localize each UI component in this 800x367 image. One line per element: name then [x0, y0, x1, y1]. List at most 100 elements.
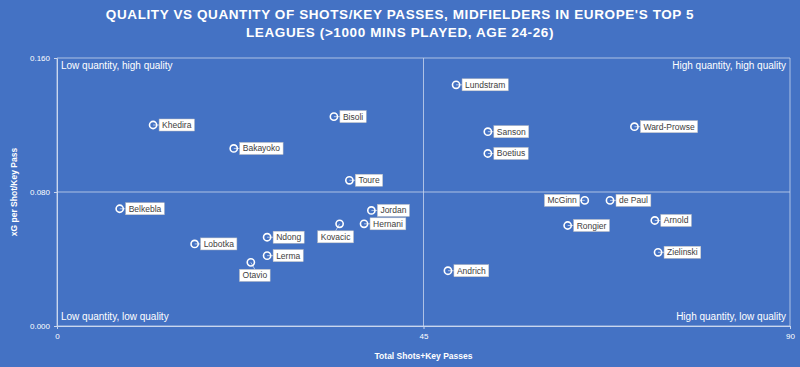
label-box [544, 194, 579, 206]
tick-label: 90 [786, 332, 795, 341]
label-box [126, 203, 165, 215]
leader-line [488, 153, 494, 154]
data-label: Otavio [240, 262, 271, 281]
data-label: Lobotka [195, 238, 237, 250]
data-label: Sanson [488, 126, 529, 138]
data-label: Toure [349, 174, 382, 186]
tick-mark [54, 192, 57, 193]
data-label: Jordan [371, 204, 409, 216]
data-label: de Paul [610, 194, 651, 206]
label-box [640, 121, 697, 133]
tick-mark [424, 326, 425, 329]
label-text: Lerma [276, 251, 300, 261]
label-text: McGinn [547, 195, 577, 205]
label-text: Bakayoko [243, 143, 281, 153]
data-label: Zielinski [658, 246, 701, 258]
leader-line [364, 223, 370, 224]
label-text: Arnold [664, 215, 689, 225]
label-box [616, 194, 651, 206]
leader-line [349, 180, 355, 181]
tick-label: 0.000 [30, 322, 51, 331]
tick-label: 0 [55, 332, 60, 341]
label-text: Toure [358, 175, 380, 185]
data-label: Lerma [267, 250, 303, 262]
label-box [273, 231, 304, 243]
leader-line [120, 208, 126, 209]
tick-label: 45 [420, 332, 429, 341]
title-line: LEAGUES (>1000 MINS PLAYED, AGE 24-26) [246, 25, 554, 40]
leader-line [448, 270, 454, 271]
annotation: High quantity, high quality [672, 60, 786, 71]
label-text: Khedira [162, 120, 192, 130]
point [247, 259, 254, 266]
leader-line [580, 200, 585, 201]
label-box [664, 246, 701, 258]
data-label: Rongier [568, 220, 610, 232]
label-text: Hernani [373, 219, 403, 229]
x-axis-title: Total Shots+Key Passes [375, 351, 473, 361]
chart: QUALITY VS QUANTITY OF SHOTS/KEY PASSES,… [0, 0, 800, 367]
label-text: Lundstram [465, 80, 505, 90]
y-axis: 0.0000.0800.160 [30, 54, 58, 331]
tick: 90 [786, 326, 795, 341]
label-text: Otavio [243, 270, 268, 280]
label-box [318, 231, 354, 243]
label-text: Kovacic [321, 232, 352, 242]
points [116, 81, 662, 274]
grid [57, 58, 790, 326]
leader-line [634, 126, 640, 127]
leader-line [568, 225, 574, 226]
grid-line [423, 58, 424, 326]
label-box [494, 147, 528, 159]
leader-line [456, 84, 462, 85]
label-box [574, 220, 610, 232]
label-box [370, 218, 406, 230]
leader-line [658, 252, 664, 253]
label-box [661, 214, 692, 226]
annotation: Low quantity, low quality [61, 311, 169, 322]
label-text: Rongier [577, 221, 607, 231]
label-text: Ndong [276, 232, 301, 242]
leader-line [267, 255, 273, 256]
label-box [240, 142, 283, 154]
label-text: de Paul [619, 195, 648, 205]
leader-line [610, 200, 616, 201]
data-label: Belkebla [120, 203, 165, 215]
leader-line [371, 210, 377, 211]
data-label: Bisoli [334, 111, 366, 123]
tick: 0.160 [30, 54, 57, 63]
label-text: Andrich [457, 266, 486, 276]
data-labels: Lundstram Khedira Bisoli Bakayoko Sanson Ward… [120, 79, 701, 282]
label-box [377, 204, 409, 216]
axis-line [57, 59, 58, 327]
data-label: Kovacic [318, 224, 354, 243]
tick-mark [790, 326, 791, 329]
tick-mark [54, 326, 57, 327]
data-label: McGinn [544, 194, 584, 206]
title: QUALITY VS QUANTITY OF SHOTS/KEY PASSES,… [106, 7, 694, 40]
data-label: Hernani [364, 218, 406, 230]
leader-line [655, 220, 661, 221]
grid-line [790, 58, 791, 326]
data-label: Arnold [655, 214, 692, 226]
tick-mark [54, 58, 57, 59]
point [336, 220, 343, 227]
background [0, 0, 800, 367]
label-box [273, 250, 303, 262]
label-text: Boetius [497, 148, 525, 158]
leader-line [334, 116, 340, 117]
data-label: Bakayoko [234, 142, 283, 154]
label-box [240, 269, 271, 281]
data-label: Ward-Prowse [634, 121, 697, 133]
data-label: Khedira [153, 119, 194, 131]
plot: 0 45 90 0.0000.0800.160 [30, 54, 796, 341]
label-box [340, 111, 366, 123]
label-text: Ward-Prowse [643, 122, 694, 132]
label-box [454, 265, 489, 277]
data-label: Ndong [267, 231, 304, 243]
annotation: Low quantity, high quality [61, 60, 173, 71]
tick: 0.000 [30, 322, 57, 331]
label-text: Zielinski [667, 247, 698, 257]
y-axis-title: xG per Shot/Key Pass [9, 148, 19, 237]
leader-line [488, 131, 494, 132]
